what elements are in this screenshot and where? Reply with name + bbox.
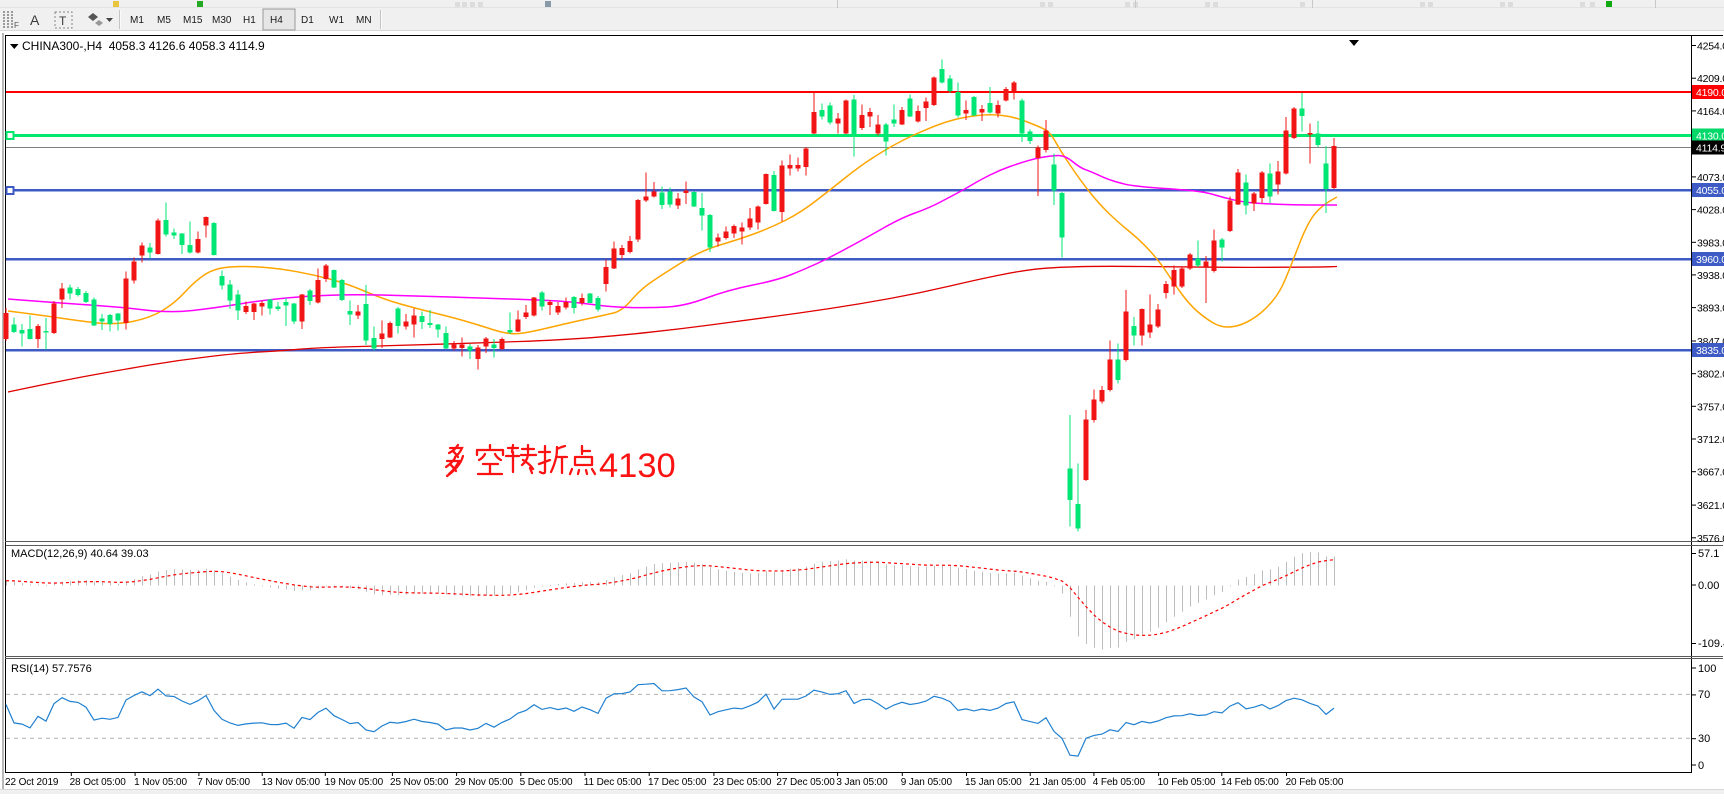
svg-text:11 Dec 05:00: 11 Dec 05:00	[584, 777, 642, 788]
svg-text:4055.0: 4055.0	[1696, 185, 1724, 197]
svg-text:H1: H1	[243, 15, 256, 26]
svg-text:21 Jan 05:00: 21 Jan 05:00	[1029, 777, 1086, 788]
svg-text:H4: H4	[270, 15, 283, 26]
svg-text:M15: M15	[183, 15, 203, 26]
svg-text:3938.0: 3938.0	[1697, 270, 1724, 282]
svg-text:5 Dec 05:00: 5 Dec 05:00	[520, 777, 573, 788]
svg-text:0.00: 0.00	[1698, 580, 1719, 592]
svg-text:30: 30	[1698, 733, 1710, 745]
svg-text:7 Nov 05:00: 7 Nov 05:00	[197, 777, 250, 788]
svg-text:10 Feb 05:00: 10 Feb 05:00	[1158, 777, 1216, 788]
svg-text:19 Nov 05:00: 19 Nov 05:00	[325, 777, 384, 788]
svg-text:T: T	[59, 14, 67, 28]
svg-text:3802.0: 3802.0	[1697, 369, 1724, 381]
svg-text:4209.0: 4209.0	[1697, 73, 1724, 85]
svg-text:4130.0: 4130.0	[1696, 131, 1724, 143]
svg-text:4164.0: 4164.0	[1697, 106, 1724, 118]
svg-text:3712.0: 3712.0	[1697, 434, 1724, 446]
svg-text:100: 100	[1698, 663, 1716, 675]
svg-text:22 Oct 2019: 22 Oct 2019	[5, 777, 59, 788]
svg-text:3893.0: 3893.0	[1697, 303, 1724, 315]
svg-text:A: A	[30, 12, 40, 28]
svg-text:3960.0: 3960.0	[1696, 254, 1724, 266]
svg-text:4190.0: 4190.0	[1696, 87, 1724, 99]
svg-text:3757.0: 3757.0	[1697, 401, 1724, 413]
svg-text:4130: 4130	[599, 447, 676, 485]
svg-text:13 Nov 05:00: 13 Nov 05:00	[262, 777, 321, 788]
svg-text:CHINA300-,H4 4058.3 4126.6 40: CHINA300-,H4 4058.3 4126.6 4058.3 4114.9	[22, 39, 265, 53]
svg-text:57.1: 57.1	[1698, 548, 1719, 560]
svg-text:-109.43: -109.43	[1698, 638, 1724, 650]
svg-text:1 Nov 05:00: 1 Nov 05:00	[134, 777, 187, 788]
svg-text:RSI(14) 57.7576: RSI(14) 57.7576	[11, 663, 92, 675]
svg-text:17 Dec 05:00: 17 Dec 05:00	[648, 777, 707, 788]
svg-text:70: 70	[1698, 689, 1710, 701]
svg-text:4114.9: 4114.9	[1696, 143, 1724, 155]
svg-text:29 Nov 05:00: 29 Nov 05:00	[455, 777, 514, 788]
svg-text:28 Oct 05:00: 28 Oct 05:00	[70, 777, 127, 788]
svg-text:3576.0: 3576.0	[1697, 533, 1724, 545]
svg-text:D1: D1	[301, 15, 314, 26]
svg-text:M5: M5	[157, 15, 171, 26]
svg-text:M30: M30	[212, 15, 232, 26]
svg-text:MN: MN	[356, 15, 372, 26]
svg-text:27 Dec 05:00: 27 Dec 05:00	[776, 777, 835, 788]
svg-text:3983.0: 3983.0	[1697, 237, 1724, 249]
svg-text:M1: M1	[130, 15, 144, 26]
svg-text:23 Dec 05:00: 23 Dec 05:00	[713, 777, 772, 788]
svg-text:W1: W1	[329, 15, 344, 26]
svg-text:20 Feb 05:00: 20 Feb 05:00	[1286, 777, 1344, 788]
svg-text:MACD(12,26,9) 40.64 39.03: MACD(12,26,9) 40.64 39.03	[11, 548, 149, 560]
svg-text:0: 0	[1698, 760, 1704, 772]
svg-text:9 Jan 05:00: 9 Jan 05:00	[901, 777, 953, 788]
svg-text:4 Feb 05:00: 4 Feb 05:00	[1093, 777, 1146, 788]
svg-text:25 Nov 05:00: 25 Nov 05:00	[390, 777, 449, 788]
svg-text:15 Jan 05:00: 15 Jan 05:00	[965, 777, 1022, 788]
svg-text:4254.0: 4254.0	[1697, 41, 1724, 53]
svg-text:3 Jan 05:00: 3 Jan 05:00	[836, 777, 888, 788]
svg-text:3621.0: 3621.0	[1697, 500, 1724, 512]
svg-text:3667.0: 3667.0	[1697, 467, 1724, 479]
svg-text:3835.0: 3835.0	[1696, 345, 1724, 357]
svg-text:F: F	[14, 21, 19, 30]
svg-text:4073.0: 4073.0	[1697, 172, 1724, 184]
svg-text:14 Feb 05:00: 14 Feb 05:00	[1221, 777, 1279, 788]
svg-text:4028.0: 4028.0	[1697, 205, 1724, 217]
